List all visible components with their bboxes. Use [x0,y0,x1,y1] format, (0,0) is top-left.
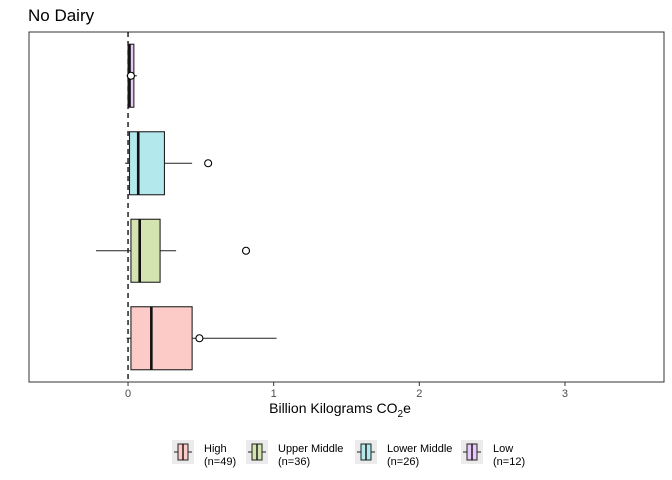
x-axis-title-tail: e [403,400,411,416]
boxes-layer [95,43,277,371]
box-low [126,43,137,108]
box-high [126,306,277,371]
legend: High(n=49) Upper Middle(n=36) Lower Middle… [172,440,525,468]
mean-point [195,334,204,343]
legend-item-high: High(n=49) [172,440,236,468]
x-tick-label-0: 0 [125,388,131,400]
plot-panel [28,31,665,383]
legend-count: (n=26) [387,456,419,468]
box-iqr [130,306,193,371]
box-iqr [128,131,165,196]
box-upper-middle [95,218,251,283]
legend-count: (n=12) [493,456,525,468]
legend-count: (n=49) [204,456,236,468]
x-axis-title: Billion Kilograms CO2e [269,400,411,420]
x-axis-title-subscript: 2 [398,409,404,420]
legend-label: High [204,443,227,455]
legend-label: Upper Middle [278,443,343,455]
x-axis-ticks: 0 1 2 3 [125,382,568,400]
mean-point [126,71,135,80]
x-tick-label-3: 3 [562,388,568,400]
x-tick-label-2: 2 [416,388,422,400]
box-iqr [130,218,161,283]
chart-title: No Dairy [28,6,95,25]
x-tick-label-1: 1 [271,388,277,400]
box-lower-middle [125,131,213,196]
legend-label: Lower Middle [387,443,452,455]
legend-item-upper-middle: Upper Middle(n=36) [246,440,343,468]
legend-item-low: Low(n=12) [461,440,525,468]
mean-point [241,246,251,255]
x-axis-title-main: Billion Kilograms CO [269,400,397,416]
legend-label: Low [493,443,513,455]
mean-point [204,159,213,168]
legend-item-lower-middle: Lower Middle(n=26) [355,440,452,468]
legend-count: (n=36) [278,456,310,468]
